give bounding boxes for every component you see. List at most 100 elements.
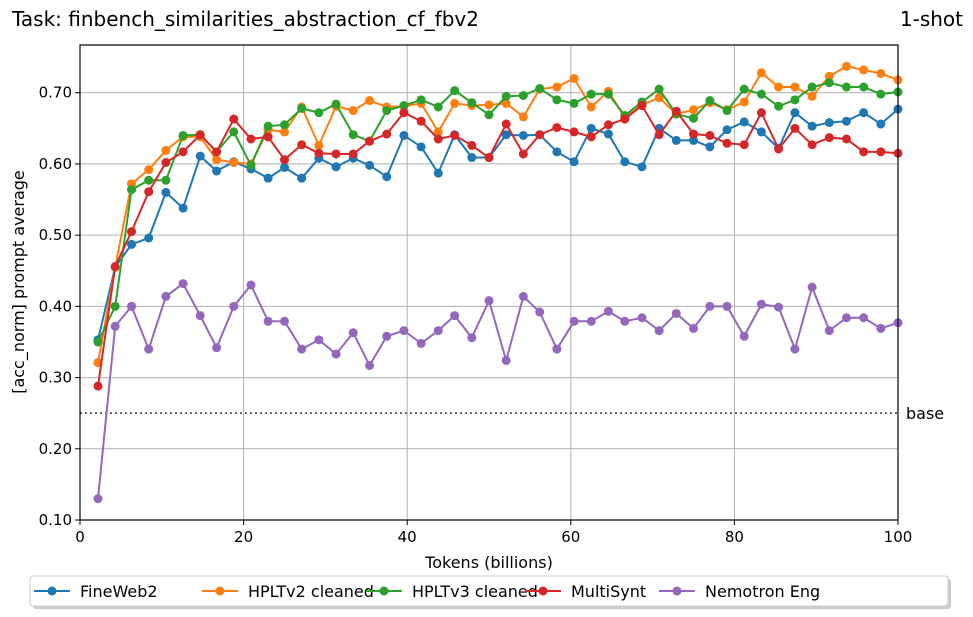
data-point	[93, 337, 103, 347]
data-point	[569, 73, 579, 83]
data-point	[93, 494, 103, 504]
data-point	[518, 130, 528, 140]
y-tick-label: 0.50	[39, 226, 72, 244]
data-point	[654, 84, 664, 94]
data-point	[144, 175, 154, 185]
data-point	[603, 120, 613, 130]
data-point	[824, 133, 834, 143]
data-point	[331, 349, 341, 359]
data-point	[297, 140, 307, 150]
data-point	[331, 99, 341, 109]
data-point	[297, 173, 307, 183]
data-point	[807, 91, 817, 101]
data-point	[569, 98, 579, 108]
data-point	[876, 68, 886, 78]
data-point	[246, 280, 256, 290]
legend-item: FineWeb2	[34, 582, 158, 601]
data-point	[876, 323, 886, 333]
data-point	[705, 301, 715, 311]
data-point	[450, 311, 460, 321]
data-point	[178, 130, 188, 140]
data-point	[144, 344, 154, 354]
legend-label: HPLTv2 cleaned	[248, 582, 374, 601]
data-point	[841, 82, 851, 92]
data-point	[739, 84, 749, 94]
data-point	[212, 147, 222, 157]
data-point	[603, 89, 613, 99]
data-point	[263, 121, 273, 131]
data-point	[569, 157, 579, 167]
data-point	[212, 155, 222, 165]
data-point	[280, 155, 289, 165]
legend-item: Nemotron Eng	[659, 582, 820, 601]
data-point	[399, 326, 409, 336]
legend-item: HPLTv3 cleaned	[366, 582, 538, 601]
data-point	[841, 313, 851, 323]
data-point	[450, 86, 460, 96]
data-point	[348, 149, 358, 159]
y-tick-label: 0.30	[39, 369, 72, 387]
chart-title: Task: finbench_similarities_abstraction_…	[11, 7, 479, 31]
data-point	[229, 114, 239, 124]
data-point	[824, 326, 834, 336]
chart-shot-label: 1-shot	[900, 7, 963, 31]
data-point	[161, 291, 171, 301]
data-point	[433, 326, 443, 336]
data-point	[195, 130, 205, 140]
data-point	[110, 321, 120, 331]
legend-item: MultiSynt	[525, 582, 646, 601]
data-point	[280, 127, 289, 137]
data-point	[807, 82, 817, 92]
data-point	[824, 71, 834, 81]
data-point	[774, 101, 784, 111]
data-point	[586, 102, 596, 112]
data-point	[365, 160, 375, 170]
data-point	[331, 162, 341, 172]
data-point	[859, 313, 869, 323]
data-point	[331, 149, 341, 159]
data-point	[841, 134, 851, 144]
data-point	[603, 306, 613, 316]
data-point	[484, 153, 494, 163]
data-point	[859, 147, 869, 157]
plot-frame	[79, 44, 899, 521]
x-tick-label: 40	[398, 528, 417, 546]
data-point	[807, 121, 817, 131]
data-point	[127, 301, 137, 311]
x-tick-label: 80	[725, 528, 744, 546]
data-point	[348, 130, 358, 140]
data-point	[263, 173, 273, 183]
x-tick-label: 0	[75, 528, 85, 546]
data-point	[705, 130, 715, 140]
data-point	[127, 227, 137, 237]
data-point	[654, 130, 664, 140]
data-point	[739, 97, 749, 107]
data-point	[399, 101, 409, 111]
data-point	[552, 123, 562, 133]
data-point	[501, 355, 511, 365]
data-point	[705, 96, 715, 106]
data-point	[399, 108, 409, 118]
y-tick-label: 0.10	[39, 511, 72, 529]
axis-ticks: 0 20 40 60 80 100 0.10 0.20 0.30 0.40 0.50 0.60 0.70	[39, 84, 913, 546]
data-point	[501, 119, 511, 129]
legend-marker	[538, 586, 548, 596]
data-point	[195, 311, 205, 321]
x-tick-label: 100	[884, 528, 913, 546]
data-point	[654, 326, 664, 336]
data-point	[807, 140, 817, 150]
legend-marker	[379, 586, 389, 596]
legend-marker	[672, 586, 682, 596]
data-point	[297, 344, 307, 354]
data-point	[518, 291, 528, 301]
data-point	[433, 168, 443, 178]
data-point	[790, 108, 800, 118]
data-point	[518, 112, 528, 122]
data-point	[756, 299, 766, 309]
data-point	[144, 165, 154, 175]
data-point	[620, 114, 630, 124]
data-point	[144, 187, 154, 197]
data-point	[774, 144, 784, 154]
legend-label: FineWeb2	[80, 582, 158, 601]
series-line	[97, 104, 899, 387]
